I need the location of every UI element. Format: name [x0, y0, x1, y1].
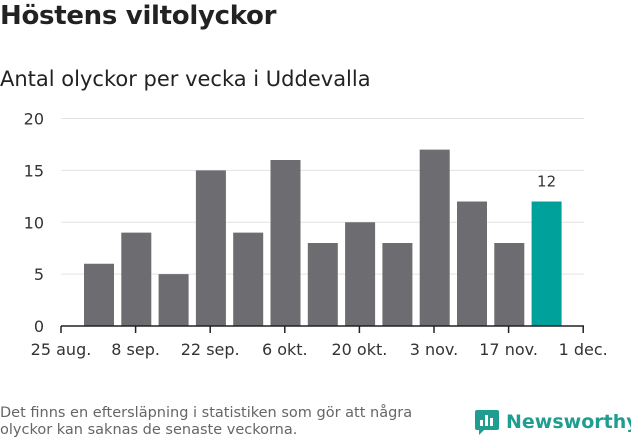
x-tick-label: 6 okt.	[262, 340, 308, 359]
bar	[84, 263, 114, 326]
bar	[121, 232, 152, 326]
bar	[457, 201, 487, 326]
y-tick-label: 20	[24, 110, 44, 129]
newsworthy-logo-icon	[475, 410, 499, 435]
data-label: 12	[537, 173, 556, 191]
bar	[494, 243, 525, 326]
chart-subtitle: Antal olyckor per vecka i Uddevalla	[0, 67, 371, 91]
bar	[195, 170, 226, 326]
footnote: Det finns en eftersläpning i statistiken…	[0, 405, 413, 438]
x-tick-label: 8 sep.	[111, 340, 160, 359]
y-tick-label: 10	[24, 213, 44, 232]
x-tick-label: 17 nov.	[479, 340, 538, 359]
newsworthy-logo: Newsworthy	[474, 408, 631, 436]
bar-chart: 0 5 10 15 20 12 25 aug. 8 sep. 22 sep. 6 okt. 20 o…	[24, 110, 608, 360]
brand-name: Newsworthy	[506, 411, 631, 433]
x-tick-label: 1 dec.	[559, 340, 608, 359]
y-tick-label: 0	[34, 317, 44, 336]
y-tick-label: 5	[34, 265, 44, 284]
x-tick-label: 25 aug.	[31, 340, 92, 359]
x-tick-label: 20 okt.	[331, 340, 387, 359]
x-tick-label: 22 sep.	[181, 340, 240, 359]
bar	[270, 160, 301, 326]
bar	[345, 222, 376, 326]
x-tick-label: 3 nov.	[410, 340, 459, 359]
chart-title: Höstens viltolyckor	[0, 1, 277, 31]
bar	[419, 149, 450, 326]
bar	[531, 201, 562, 326]
bar	[382, 243, 413, 326]
bar	[158, 274, 189, 326]
bar	[233, 232, 264, 326]
bar	[307, 243, 338, 326]
y-tick-label: 15	[24, 161, 44, 180]
